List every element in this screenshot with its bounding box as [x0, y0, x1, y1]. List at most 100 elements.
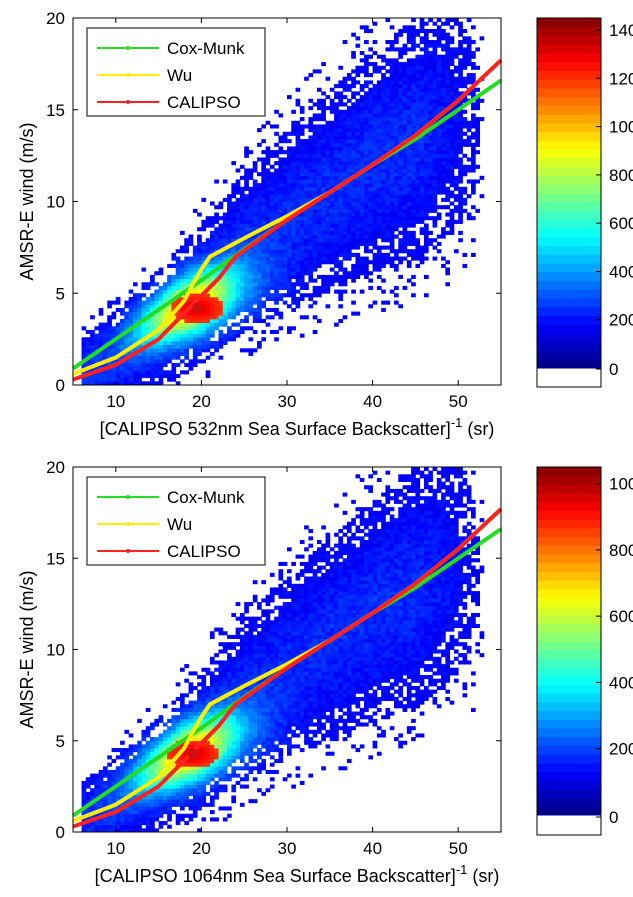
heatmap-cell	[167, 337, 172, 342]
heatmap-cell	[197, 340, 202, 346]
heatmap-cell	[338, 84, 344, 89]
heatmap-cell	[402, 238, 408, 243]
heatmap-cell	[372, 21, 378, 26]
heatmap-cell	[214, 759, 219, 764]
heatmap-cell	[102, 773, 108, 778]
heatmap-cell	[428, 117, 433, 122]
heatmap-cell	[218, 256, 224, 261]
heatmap-cell	[98, 777, 104, 782]
heatmap-cell	[218, 642, 224, 647]
heatmap-cell	[248, 150, 254, 155]
heatmap-cell	[248, 190, 254, 195]
heatmap-cell	[428, 51, 433, 56]
heatmap-cell	[282, 139, 288, 144]
heatmap-cell	[364, 219, 369, 224]
heatmap-cell	[376, 197, 382, 202]
heatmap-cell	[389, 172, 395, 177]
heatmap-cell	[227, 722, 232, 727]
heatmap-cell	[180, 784, 185, 789]
heatmap-cell	[218, 788, 224, 793]
heatmap-cell	[154, 318, 159, 324]
heatmap-cell	[180, 230, 185, 235]
heatmap-cell	[287, 150, 292, 155]
heatmap-cell	[167, 348, 172, 353]
heatmap-cell	[265, 249, 271, 254]
heatmap-cell	[81, 817, 87, 822]
heatmap-cell	[222, 315, 228, 320]
heatmap-cell	[145, 337, 151, 342]
heatmap-cell	[197, 245, 202, 250]
heatmap-cell	[209, 263, 215, 268]
heatmap-cell	[432, 95, 438, 100]
heatmap-cell	[188, 726, 194, 731]
heatmap-cell	[385, 98, 391, 103]
heatmap-cell	[184, 704, 189, 709]
heatmap-cell	[389, 139, 395, 144]
heatmap-cell	[248, 285, 254, 290]
heatmap-cell	[261, 278, 266, 283]
heatmap-cell	[201, 271, 207, 276]
heatmap-cell	[458, 51, 463, 56]
heatmap-cell	[316, 128, 322, 133]
heatmap-cell	[351, 139, 356, 144]
heatmap-cell	[188, 293, 194, 298]
heatmap-cell	[449, 219, 455, 224]
heatmap-cell	[325, 135, 331, 140]
heatmap-cell	[158, 370, 164, 375]
heatmap-cell	[180, 711, 185, 716]
heatmap-cell	[329, 212, 335, 217]
heatmap-cell	[441, 58, 446, 63]
heatmap-cell	[423, 186, 429, 191]
heatmap-cell	[308, 212, 314, 217]
heatmap-cell	[295, 241, 301, 246]
heatmap-cell	[252, 234, 258, 239]
heatmap-cell	[325, 95, 331, 100]
heatmap-cell	[158, 293, 164, 298]
heatmap-cell	[141, 285, 147, 290]
heatmap-cell	[406, 69, 412, 74]
heatmap-cell	[351, 201, 356, 206]
heatmap-cell	[471, 80, 476, 85]
heatmap-cell	[381, 54, 386, 59]
heatmap-cell	[351, 106, 356, 111]
heatmap-cell	[137, 777, 142, 782]
heatmap-cell	[411, 29, 416, 34]
heatmap-cell	[295, 263, 301, 268]
heatmap-cell	[449, 179, 455, 184]
heatmap-cell	[231, 769, 237, 774]
heatmap-cell	[381, 142, 386, 147]
heatmap-cell	[124, 366, 130, 371]
heatmap-cell	[120, 377, 125, 382]
heatmap-cell	[90, 348, 95, 353]
heatmap-cell	[167, 737, 172, 742]
heatmap-cell	[338, 164, 344, 169]
heatmap-cell	[364, 40, 369, 45]
heatmap-cell	[441, 205, 446, 210]
heatmap-cell	[231, 667, 237, 672]
heatmap-cell	[372, 124, 378, 129]
heatmap-cell	[184, 311, 189, 316]
heatmap-cell	[423, 54, 429, 59]
heatmap-cell	[150, 377, 155, 382]
heatmap-cell	[81, 784, 87, 789]
heatmap-cell	[432, 245, 438, 250]
heatmap-cell	[197, 799, 202, 804]
heatmap-cell	[111, 311, 117, 316]
heatmap-cell	[308, 139, 314, 144]
heatmap-cell	[128, 296, 134, 301]
heatmap-cell	[436, 76, 442, 81]
heatmap-cell	[184, 315, 189, 320]
heatmap-cell	[175, 282, 181, 287]
heatmap-cell	[231, 613, 237, 618]
heatmap-cell	[158, 799, 164, 804]
heatmap-cell	[321, 230, 326, 235]
heatmap-cell	[102, 326, 108, 331]
heatmap-cell	[269, 230, 275, 235]
heatmap-cell	[120, 307, 125, 312]
heatmap-cell	[385, 227, 391, 232]
heatmap-cell	[428, 241, 433, 246]
heatmap-cell	[265, 282, 271, 287]
heatmap-cell	[150, 282, 155, 287]
colorbar-tick-label: 400	[609, 262, 633, 281]
heatmap-cell	[299, 179, 305, 184]
